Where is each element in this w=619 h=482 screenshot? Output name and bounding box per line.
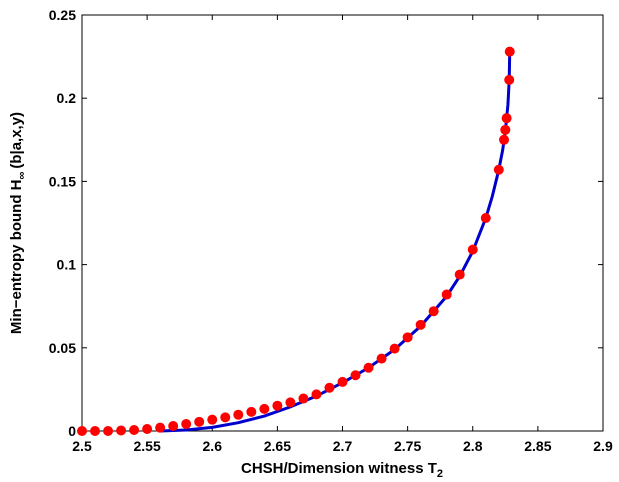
data-point <box>480 213 491 224</box>
x-tick-label: 2.55 <box>134 438 161 454</box>
x-tick-label: 2.85 <box>524 438 551 454</box>
data-point <box>116 425 127 436</box>
x-axis-label: CHSH/Dimension witness T2 <box>241 460 443 480</box>
data-point <box>129 425 140 436</box>
data-point <box>77 426 87 436</box>
data-point <box>504 74 515 85</box>
data-point <box>493 164 504 175</box>
data-point <box>402 332 413 343</box>
data-point <box>194 416 205 427</box>
x-tick-label: 2.7 <box>333 438 353 454</box>
y-tick-label: 0.2 <box>57 90 77 106</box>
axis-labels: CHSH/Dimension witness T2 Min−entropy bo… <box>8 112 443 480</box>
data-point <box>389 343 400 354</box>
y-tick-label: 0.05 <box>49 340 76 356</box>
y-tick-label: 0 <box>68 423 76 439</box>
data-point <box>499 134 510 145</box>
data-point <box>467 244 478 255</box>
data-point <box>441 289 452 300</box>
x-tick-label: 2.6 <box>203 438 223 454</box>
y-axis-label: Min−entropy bound H∞(b|a,x,y) <box>8 112 28 334</box>
data-point <box>501 113 512 124</box>
data-point <box>337 376 348 387</box>
data-point <box>181 419 192 430</box>
x-tick-label: 2.8 <box>463 438 483 454</box>
data-point <box>142 424 153 435</box>
data-point <box>246 406 257 417</box>
data-point <box>428 306 439 317</box>
data-point <box>259 403 270 414</box>
data-point <box>155 422 166 433</box>
data-point <box>298 393 309 404</box>
y-tick-label: 0.25 <box>49 7 76 23</box>
x-tick-label: 2.75 <box>394 438 421 454</box>
data-point <box>168 421 179 432</box>
data-point <box>363 362 374 373</box>
data-point <box>90 426 101 436</box>
data-point <box>272 400 283 411</box>
data-point <box>324 382 335 393</box>
x-tick-label: 2.9 <box>593 438 613 454</box>
data-point <box>500 124 511 135</box>
y-tick-label: 0.1 <box>57 257 77 273</box>
data-point <box>415 319 426 330</box>
data-point <box>504 46 515 57</box>
axis-ticks: 2.5 2.55 2.6 2.65 2.7 2.75 2.8 2.85 2.9 0 0.05 0.1 0… <box>49 7 613 454</box>
data-point <box>311 389 322 400</box>
data-point <box>207 414 218 425</box>
data-point <box>103 426 114 436</box>
data-markers-layer <box>77 46 515 436</box>
plot-area <box>81 14 604 432</box>
y-tick-label: 0.15 <box>49 173 76 189</box>
x-tick-label: 2.5 <box>72 438 92 454</box>
data-point <box>233 409 244 420</box>
data-point <box>376 353 387 364</box>
data-point <box>220 412 231 423</box>
data-point <box>454 269 465 280</box>
data-point <box>285 397 296 408</box>
data-point <box>350 370 361 381</box>
x-tick-label: 2.65 <box>264 438 291 454</box>
